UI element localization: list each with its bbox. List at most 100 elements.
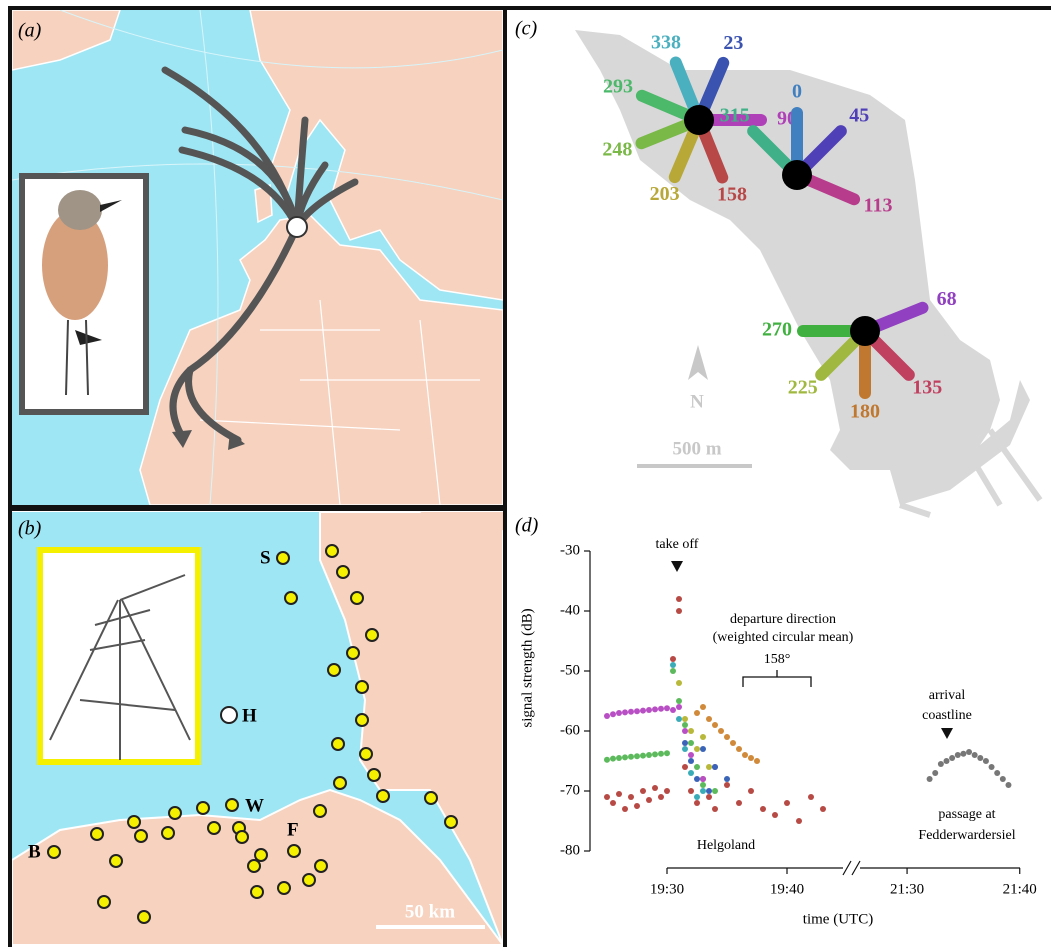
panel-d: (d) signal strength (dB) time (UTC) take… [515, 515, 1037, 928]
shape [326, 545, 338, 557]
point [658, 706, 664, 712]
annotation: Fedderwardersiel [918, 828, 1015, 843]
shape [98, 896, 110, 908]
point [808, 794, 814, 800]
shape [328, 664, 340, 676]
point [640, 753, 646, 759]
shape [356, 681, 368, 693]
shape [278, 882, 290, 894]
shape [445, 816, 457, 828]
map-a: (a) [12, 10, 503, 505]
point [784, 800, 790, 806]
shape [248, 860, 260, 872]
point [622, 806, 628, 812]
shape [277, 552, 289, 564]
point [688, 758, 694, 764]
point [694, 710, 700, 716]
shape [303, 874, 315, 886]
shape [251, 886, 263, 898]
point [616, 755, 622, 761]
point [700, 746, 706, 752]
annotation: Helgoland [697, 838, 755, 853]
point [628, 709, 634, 715]
point [622, 754, 628, 760]
point [748, 788, 754, 794]
y-tick-label: -30 [560, 542, 580, 558]
point [700, 776, 706, 782]
point [932, 770, 938, 776]
shape [671, 561, 683, 572]
point [628, 794, 634, 800]
point [772, 812, 778, 818]
point [983, 758, 989, 764]
point [796, 818, 802, 824]
shape [128, 816, 140, 828]
y-tick-label: -50 [560, 662, 580, 678]
annotation: take off [656, 537, 699, 552]
point [610, 756, 616, 762]
point [694, 776, 700, 782]
point [682, 746, 688, 752]
point [966, 749, 972, 755]
point [676, 698, 682, 704]
annotation: passage at [938, 807, 995, 822]
point [989, 764, 995, 770]
point [670, 707, 676, 713]
bearing-label: 180 [850, 401, 880, 423]
point [694, 764, 700, 770]
x-axis-title: time (UTC) [803, 911, 873, 927]
y-axis-title: signal strength (dB) [519, 608, 535, 727]
shape [425, 792, 437, 804]
point [640, 788, 646, 794]
north-label: N [690, 391, 704, 412]
point [944, 758, 950, 764]
point [682, 740, 688, 746]
y-tick-label: -80 [560, 842, 580, 858]
point [646, 797, 652, 803]
point [634, 803, 640, 809]
site-label: F [287, 819, 299, 840]
point [664, 705, 670, 711]
point [748, 755, 754, 761]
point [724, 734, 730, 740]
point [670, 662, 676, 668]
bearing-label: 270 [762, 319, 792, 341]
point [938, 761, 944, 767]
bearing-label: 293 [603, 76, 633, 98]
bearing-label: 113 [864, 195, 893, 217]
point [760, 806, 766, 812]
point [706, 788, 712, 794]
site-label: B [28, 841, 41, 862]
point [616, 710, 622, 716]
point [724, 782, 730, 788]
panel-label: (d) [515, 515, 539, 537]
shape [288, 845, 300, 857]
point [652, 751, 658, 757]
bearing-label: 203 [650, 183, 680, 205]
shape [162, 827, 174, 839]
point [670, 656, 676, 662]
point [634, 753, 640, 759]
panel-label: (c) [515, 18, 538, 40]
bearing-label: 338 [651, 32, 681, 54]
point [700, 734, 706, 740]
panel-label: (b) [18, 518, 42, 540]
point [604, 757, 610, 763]
shape [221, 707, 237, 723]
point [670, 668, 676, 674]
point [646, 752, 652, 758]
point [706, 794, 712, 800]
shape [332, 738, 344, 750]
annotation: (weighted circular mean) [713, 630, 854, 645]
point [604, 713, 610, 719]
point [628, 754, 634, 760]
annotation: departure direction [730, 612, 836, 627]
point [664, 750, 670, 756]
shape [208, 822, 220, 834]
site-label: S [260, 547, 271, 568]
shape [138, 911, 150, 923]
shape [351, 592, 363, 604]
shape [169, 807, 181, 819]
point [977, 755, 983, 761]
point [700, 782, 706, 788]
